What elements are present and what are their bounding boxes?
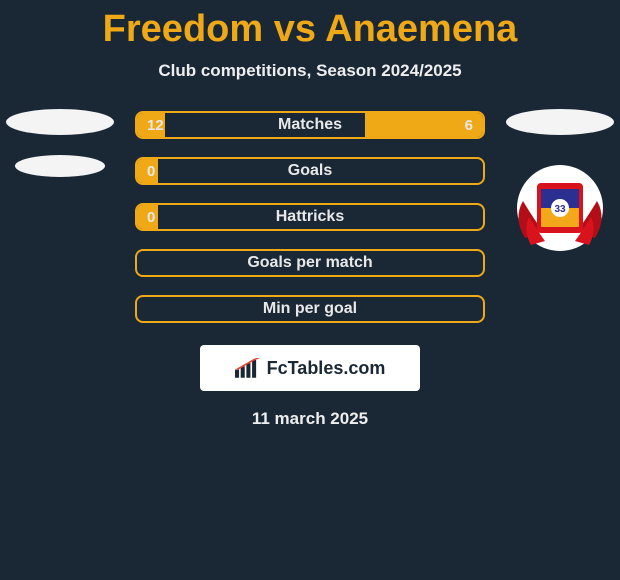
stat-row: Hattricks0 xyxy=(135,203,485,231)
page-title: Freedom vs Anaemena xyxy=(0,0,620,51)
footer-date: 11 march 2025 xyxy=(0,409,620,429)
team-logo-placeholder xyxy=(15,155,105,177)
team-logo-placeholder xyxy=(506,109,614,135)
stat-label: Goals per match xyxy=(137,251,483,275)
shield-star-icon: 33 xyxy=(537,183,583,233)
team-logo: 33 xyxy=(517,165,603,251)
stat-value-left: 12 xyxy=(147,117,164,134)
right-team-logo-column: 33 xyxy=(506,109,614,251)
branding-box: FcTables.com xyxy=(200,345,420,391)
branding-text: FcTables.com xyxy=(267,358,386,379)
stats-area: 33 Matches126Goals0Hattricks0Goals per m… xyxy=(0,111,620,323)
stat-label: Min per goal xyxy=(137,297,483,321)
stat-value-right: 6 xyxy=(465,117,473,134)
stat-row: Goals per match xyxy=(135,249,485,277)
remo-stars-shield-icon: 33 xyxy=(537,183,583,233)
stat-value-left: 0 xyxy=(147,163,155,180)
svg-text:33: 33 xyxy=(554,204,566,215)
stat-label: Hattricks xyxy=(137,205,483,229)
bar-chart-icon xyxy=(235,358,261,378)
left-team-logo-column xyxy=(6,109,114,177)
comparison-card: Freedom vs Anaemena Club competitions, S… xyxy=(0,0,620,580)
stat-row: Goals0 xyxy=(135,157,485,185)
page-subtitle: Club competitions, Season 2024/2025 xyxy=(0,61,620,81)
stats-rows: Matches126Goals0Hattricks0Goals per matc… xyxy=(135,111,485,323)
stat-row: Matches126 xyxy=(135,111,485,139)
stat-row: Min per goal xyxy=(135,295,485,323)
stat-label: Goals xyxy=(137,159,483,183)
team-logo-placeholder xyxy=(6,109,114,135)
branding-label: FcTables.com xyxy=(235,358,386,379)
stat-value-left: 0 xyxy=(147,209,155,226)
